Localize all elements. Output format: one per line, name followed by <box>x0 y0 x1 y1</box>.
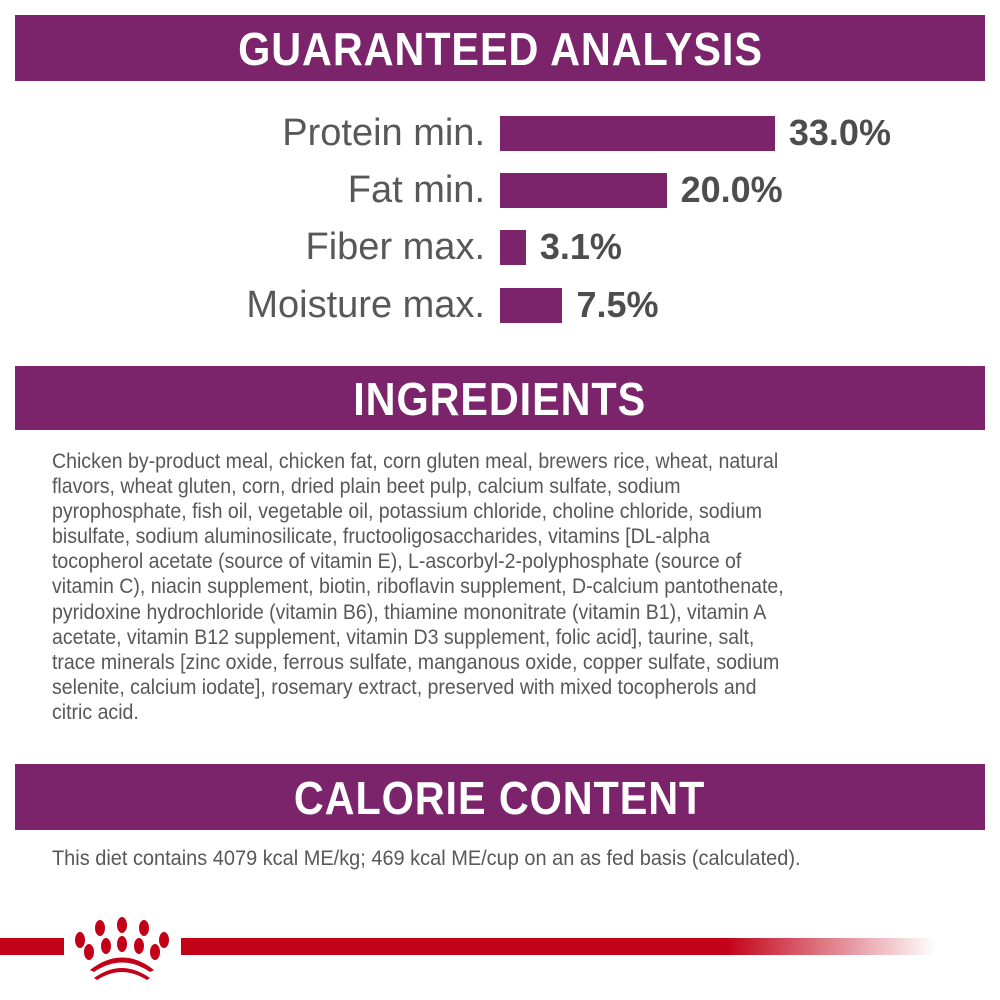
calorie-content-header: CALORIE CONTENT <box>15 764 985 830</box>
analysis-label: Fat min. <box>347 169 485 211</box>
ingredients-line: citric acid. <box>52 700 139 724</box>
analysis-label: Fiber max. <box>305 226 485 268</box>
analysis-value: 3.1% <box>539 226 622 267</box>
ingredients-line: tocopherol acetate (source of vitamin E)… <box>52 550 742 574</box>
analysis-row-fat: Fat min. 20.0% <box>0 169 1000 211</box>
guaranteed-analysis-header: GUARANTEED ANALYSIS <box>15 15 985 81</box>
analysis-bar <box>500 288 563 323</box>
analysis-row-protein: Protein min. 33.0% <box>0 112 1000 154</box>
ingredients-line: vitamin C), niacin supplement, biotin, r… <box>52 575 784 599</box>
ingredients-header: INGREDIENTS <box>15 366 985 430</box>
analysis-label: Moisture max. <box>246 284 485 326</box>
analysis-bar <box>500 173 667 208</box>
analysis-value: 20.0% <box>680 169 783 210</box>
ingredients-line: flavors, wheat gluten, corn, dried plain… <box>52 475 681 499</box>
analysis-row-moisture: Moisture max. 7.5% <box>0 284 1000 326</box>
ingredients-title: INGREDIENTS <box>353 373 647 425</box>
ingredients-line: bisulfate, sodium aluminosilicate, fruct… <box>52 525 710 549</box>
analysis-value: 7.5% <box>576 284 659 325</box>
ingredients-line: pyrophosphate, fish oil, vegetable oil, … <box>52 500 762 524</box>
ingredients-line: pyridoxine hydrochloride (vitamin B6), t… <box>52 600 767 624</box>
analysis-row-fiber: Fiber max. 3.1% <box>0 226 1000 268</box>
guaranteed-analysis-title: GUARANTEED ANALYSIS <box>237 23 763 75</box>
ingredients-line: acetate, vitamin B12 supplement, vitamin… <box>52 625 755 649</box>
ingredients-text: Chicken by-product meal, chicken fat, co… <box>52 449 972 725</box>
calorie-content-title: CALORIE CONTENT <box>294 772 706 824</box>
brand-stripe-left <box>0 938 64 955</box>
ingredients-line: Chicken by-product meal, chicken fat, co… <box>52 450 779 473</box>
brand-stripe-right <box>181 938 936 955</box>
calorie-content-text: This diet contains 4079 kcal ME/kg; 469 … <box>52 847 801 870</box>
analysis-bar <box>500 230 526 265</box>
ingredients-line: selenite, calcium iodate], rosemary extr… <box>52 675 757 699</box>
analysis-label: Protein min. <box>282 112 485 154</box>
footer-brand-stripe <box>0 917 936 980</box>
royal-canin-crown-icon <box>75 917 169 980</box>
analysis-bar <box>500 116 775 151</box>
analysis-value: 33.0% <box>788 112 891 153</box>
ingredients-line: trace minerals [zinc oxide, ferrous sulf… <box>52 650 780 674</box>
